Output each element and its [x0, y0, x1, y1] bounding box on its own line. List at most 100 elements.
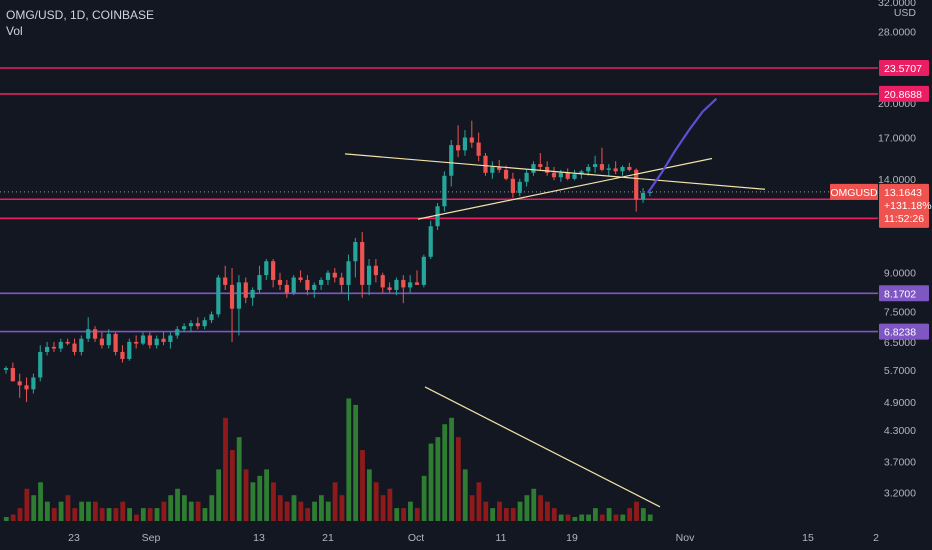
candle — [490, 166, 495, 173]
volume-bar — [127, 508, 132, 521]
volume-bar — [229, 450, 235, 521]
volume-bar — [147, 508, 153, 521]
volume-bar — [373, 482, 379, 521]
candle — [51, 346, 57, 349]
level-label: 20.8688 — [884, 89, 922, 101]
volume-bar — [647, 514, 653, 521]
candle — [17, 381, 22, 386]
candle — [387, 287, 392, 290]
candle — [640, 192, 646, 200]
candle — [31, 377, 36, 390]
candle — [209, 314, 214, 321]
candle — [3, 367, 9, 370]
candle — [188, 323, 194, 327]
last-symbol-box — [830, 183, 878, 200]
level-label: 8.1702 — [884, 288, 916, 300]
volume-bar — [490, 508, 496, 521]
candle — [586, 166, 591, 172]
volume-bar — [79, 501, 85, 521]
time-tick: 23 — [68, 532, 80, 544]
candle — [147, 335, 152, 346]
volume-bar — [421, 475, 427, 521]
candle — [92, 329, 98, 339]
last-price-box — [879, 183, 929, 228]
volume-bar — [72, 508, 78, 521]
volume-bar — [339, 495, 345, 521]
volume-bar — [291, 495, 297, 521]
time-tick: Oct — [408, 532, 424, 544]
volume-bar — [442, 424, 448, 521]
volume-bar — [168, 495, 174, 521]
volume-bar — [250, 482, 256, 521]
volume-bar — [223, 417, 228, 521]
candle — [271, 261, 276, 280]
candle — [558, 172, 563, 178]
volume-bar — [154, 508, 160, 521]
volume-bar — [65, 495, 71, 521]
volume-bar — [586, 514, 591, 521]
candle — [360, 241, 365, 285]
time-axis: 23 Sep 13 21 Oct 11 19 Nov 15 2 — [68, 532, 879, 544]
candle — [476, 142, 481, 156]
candle — [449, 145, 454, 176]
volume-bar — [503, 508, 509, 521]
volume-bar — [58, 501, 64, 521]
volume-bar — [414, 508, 420, 521]
last-countdown: 11:52:26 — [884, 213, 924, 225]
level-label-box — [879, 323, 929, 340]
candle — [366, 265, 372, 285]
candle — [305, 279, 310, 290]
price-tick: 4.3000 — [884, 425, 916, 437]
volume-bar — [161, 501, 167, 521]
volume-bar — [469, 495, 475, 521]
candle — [72, 343, 77, 352]
candle — [10, 367, 15, 382]
volume-bar — [325, 501, 331, 521]
candle — [243, 282, 248, 298]
candle — [593, 164, 598, 167]
volume-bar — [92, 501, 98, 521]
candle — [421, 256, 426, 285]
volume-bar — [449, 417, 454, 521]
price-tick: 6.5000 — [884, 337, 916, 349]
candle — [428, 226, 433, 257]
candle — [373, 265, 378, 276]
candle — [24, 385, 29, 390]
candle — [195, 323, 200, 327]
candle — [579, 171, 584, 175]
volume-bar — [599, 514, 605, 521]
volume-bar — [24, 488, 30, 521]
price-tick: 32.0000 — [878, 0, 916, 9]
volume-bar — [627, 508, 633, 521]
candle — [319, 279, 324, 285]
volume-bar — [572, 517, 578, 521]
candle — [154, 338, 159, 346]
volume-bar — [264, 469, 269, 521]
volume-bar — [257, 475, 263, 521]
price-tick: 3.7000 — [884, 457, 916, 469]
candle — [353, 241, 358, 262]
volume-bar — [236, 437, 242, 521]
volume-bar — [120, 501, 126, 521]
price-tick: 3.2000 — [884, 488, 916, 500]
candle — [134, 341, 139, 344]
candle — [510, 178, 515, 193]
volume-bar — [45, 501, 50, 521]
volume-bar — [298, 501, 304, 521]
candle — [86, 329, 91, 339]
last-symbol: OMGUSD — [830, 187, 878, 199]
level-label-box — [879, 60, 929, 77]
time-tick: 15 — [802, 532, 814, 544]
level-label-box — [879, 285, 929, 302]
candle — [175, 329, 180, 336]
volume-bar — [38, 482, 43, 521]
volume-bar — [476, 482, 482, 521]
price-tick: 17.0000 — [878, 132, 916, 144]
candle — [634, 169, 639, 200]
candle — [414, 282, 420, 285]
volume-bar — [524, 495, 530, 521]
candle — [229, 284, 235, 309]
candle — [223, 277, 228, 285]
candle — [250, 289, 255, 298]
